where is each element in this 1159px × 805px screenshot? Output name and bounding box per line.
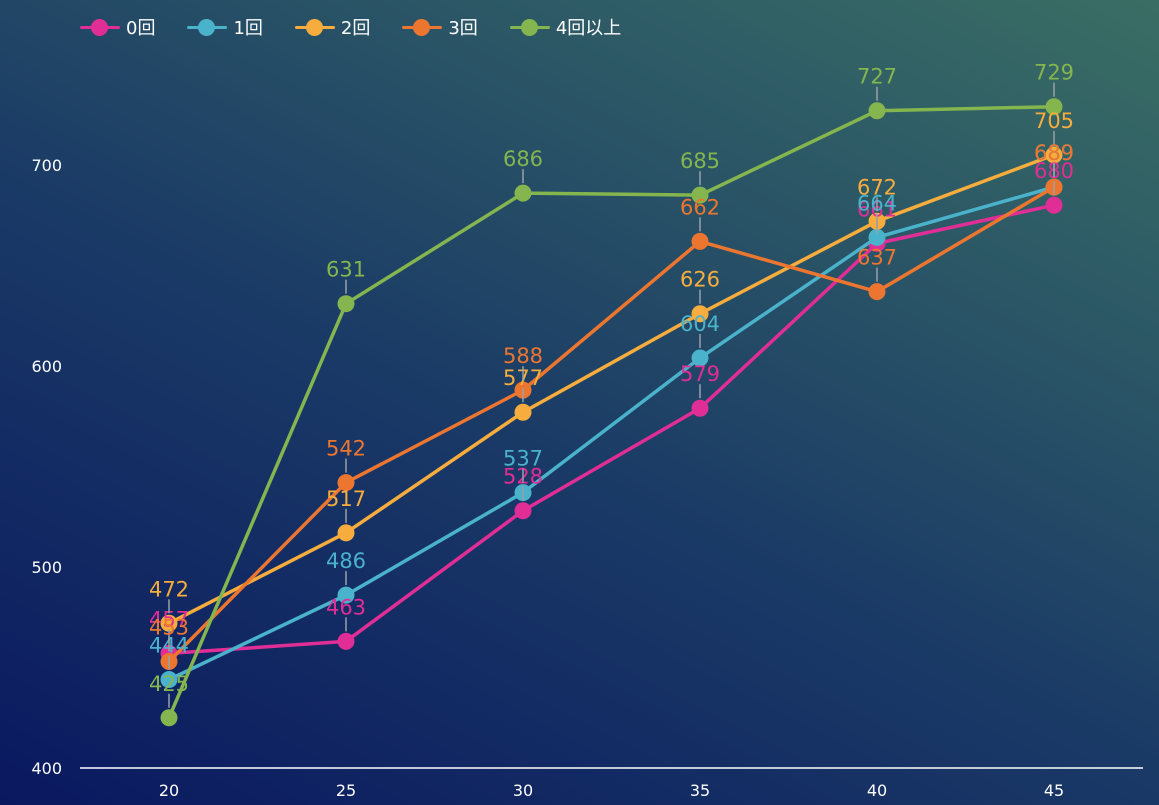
x-tick-label: 20 [159, 781, 179, 800]
data-label: 637 [857, 246, 897, 270]
data-point [160, 709, 178, 727]
data-label: 626 [680, 268, 720, 292]
data-label: 705 [1034, 109, 1074, 133]
x-axis: 20 25 30 35 40 45 [159, 781, 1064, 800]
legend: 0回 1回 2回 3回 4回以上 [80, 14, 621, 40]
legend-label: 4回以上 [555, 18, 622, 39]
legend-swatch [294, 17, 335, 37]
x-tick-label: 25 [336, 781, 356, 800]
legend-item-4[interactable]: 4回以上 [509, 14, 622, 40]
legend-item-3[interactable]: 3回 [402, 14, 478, 40]
data-point [868, 228, 886, 246]
series-4 [160, 98, 1063, 727]
legend-swatch [402, 17, 443, 37]
data-label: 542 [326, 437, 366, 461]
series-line [167, 104, 1056, 720]
data-label: 486 [326, 549, 366, 573]
y-tick-label: 700 [31, 156, 62, 175]
legend-swatch [187, 17, 228, 37]
data-point [691, 186, 709, 204]
data-label: 453 [149, 615, 189, 639]
data-point [691, 349, 709, 367]
data-point [514, 403, 532, 421]
data-label: 604 [680, 312, 720, 336]
data-label: 689 [1034, 141, 1074, 165]
y-tick-label: 500 [31, 558, 62, 577]
data-point [1045, 196, 1063, 214]
legend-swatch [80, 17, 120, 37]
data-point [337, 524, 355, 542]
x-tick-label: 45 [1044, 781, 1064, 800]
x-tick-label: 30 [513, 781, 533, 800]
data-point [1045, 98, 1063, 116]
data-labels: 4574635285796616804444865376046646894725… [149, 61, 1074, 708]
data-label: 729 [1034, 61, 1074, 85]
data-label: 686 [503, 147, 543, 171]
data-point [1045, 146, 1063, 164]
data-point [337, 474, 355, 492]
legend-label: 1回 [233, 18, 263, 39]
data-label: 631 [326, 258, 366, 282]
series-0 [160, 196, 1063, 662]
data-point [691, 232, 709, 250]
data-point [691, 305, 709, 323]
data-point [160, 671, 178, 689]
data-label: 672 [857, 175, 897, 199]
series-line [167, 203, 1056, 656]
data-point [337, 295, 355, 313]
data-point [868, 283, 886, 301]
data-label: 463 [326, 595, 366, 619]
data-label: 685 [680, 149, 720, 173]
legend-label: 0回 [126, 18, 156, 39]
y-axis: 400 500 600 700 [31, 156, 62, 778]
data-point [514, 184, 532, 202]
data-label: 727 [857, 65, 897, 89]
data-label: 662 [680, 195, 720, 219]
legend-label: 3回 [448, 18, 478, 39]
series-1 [160, 178, 1063, 689]
series-layer [160, 98, 1063, 727]
data-point [337, 586, 355, 604]
data-label: 472 [149, 577, 189, 601]
data-label: 588 [503, 344, 543, 368]
data-label: 425 [149, 672, 189, 696]
series-2 [160, 146, 1063, 632]
legend-swatch [509, 17, 550, 37]
y-tick-label: 600 [31, 357, 62, 376]
legend-item-0[interactable]: 0回 [80, 14, 155, 40]
series-line [167, 185, 1056, 682]
y-tick-label: 400 [31, 759, 62, 778]
x-tick-label: 35 [690, 781, 710, 800]
series-line [167, 185, 1056, 664]
data-point [160, 614, 178, 632]
data-point [868, 102, 886, 120]
data-label: 517 [326, 487, 366, 511]
legend-item-2[interactable]: 2回 [294, 14, 371, 40]
data-point [337, 632, 355, 650]
data-label: 689 [1034, 141, 1074, 165]
data-point [514, 502, 532, 520]
data-point [691, 399, 709, 417]
x-tick-label: 40 [867, 781, 887, 800]
data-label: 537 [503, 447, 543, 471]
series-line [167, 153, 1056, 626]
legend-item-1[interactable]: 1回 [187, 14, 263, 40]
legend-label: 2回 [340, 18, 371, 39]
data-label: 579 [680, 362, 720, 386]
